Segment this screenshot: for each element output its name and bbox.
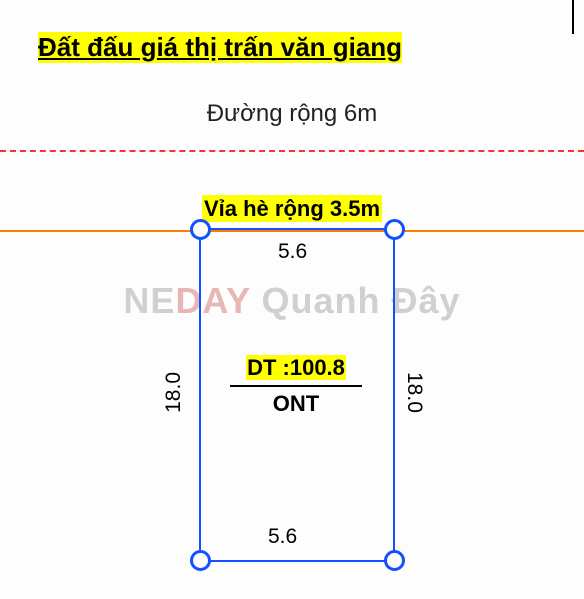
plot-area-label: DT :100.8: [230, 355, 362, 381]
dim-depth-right: 18.0: [402, 372, 426, 413]
top-right-tick: [572, 0, 574, 34]
dim-width-top: 5.6: [278, 240, 307, 264]
road-center-line: [0, 150, 584, 152]
auction-title: Đất đấu giá thị trấn văn giang: [38, 32, 402, 63]
corner-dot-br: [384, 550, 405, 571]
dim-width-bottom: 5.6: [268, 525, 297, 549]
plot-zone-label: ONT: [230, 391, 362, 417]
sidewalk-width-text: Vỉa hè rộng 3.5m: [202, 195, 382, 222]
corner-dot-tr: [384, 219, 405, 240]
corner-dot-bl: [190, 550, 211, 571]
plot-info-box: DT :100.8 ONT: [230, 355, 362, 417]
sidewalk-width-label: Vỉa hè rộng 3.5m: [0, 196, 584, 222]
corner-dot-tl: [190, 219, 211, 240]
plot-info-divider: [230, 385, 362, 387]
road-width-label: Đường rộng 6m: [0, 100, 584, 128]
plot-area-text: DT :100.8: [246, 355, 346, 380]
land-plot-diagram: Đất đấu giá thị trấn văn giang Đường rộn…: [0, 0, 584, 599]
watermark-part1: NE: [123, 280, 175, 321]
dim-depth-left: 18.0: [162, 372, 186, 413]
